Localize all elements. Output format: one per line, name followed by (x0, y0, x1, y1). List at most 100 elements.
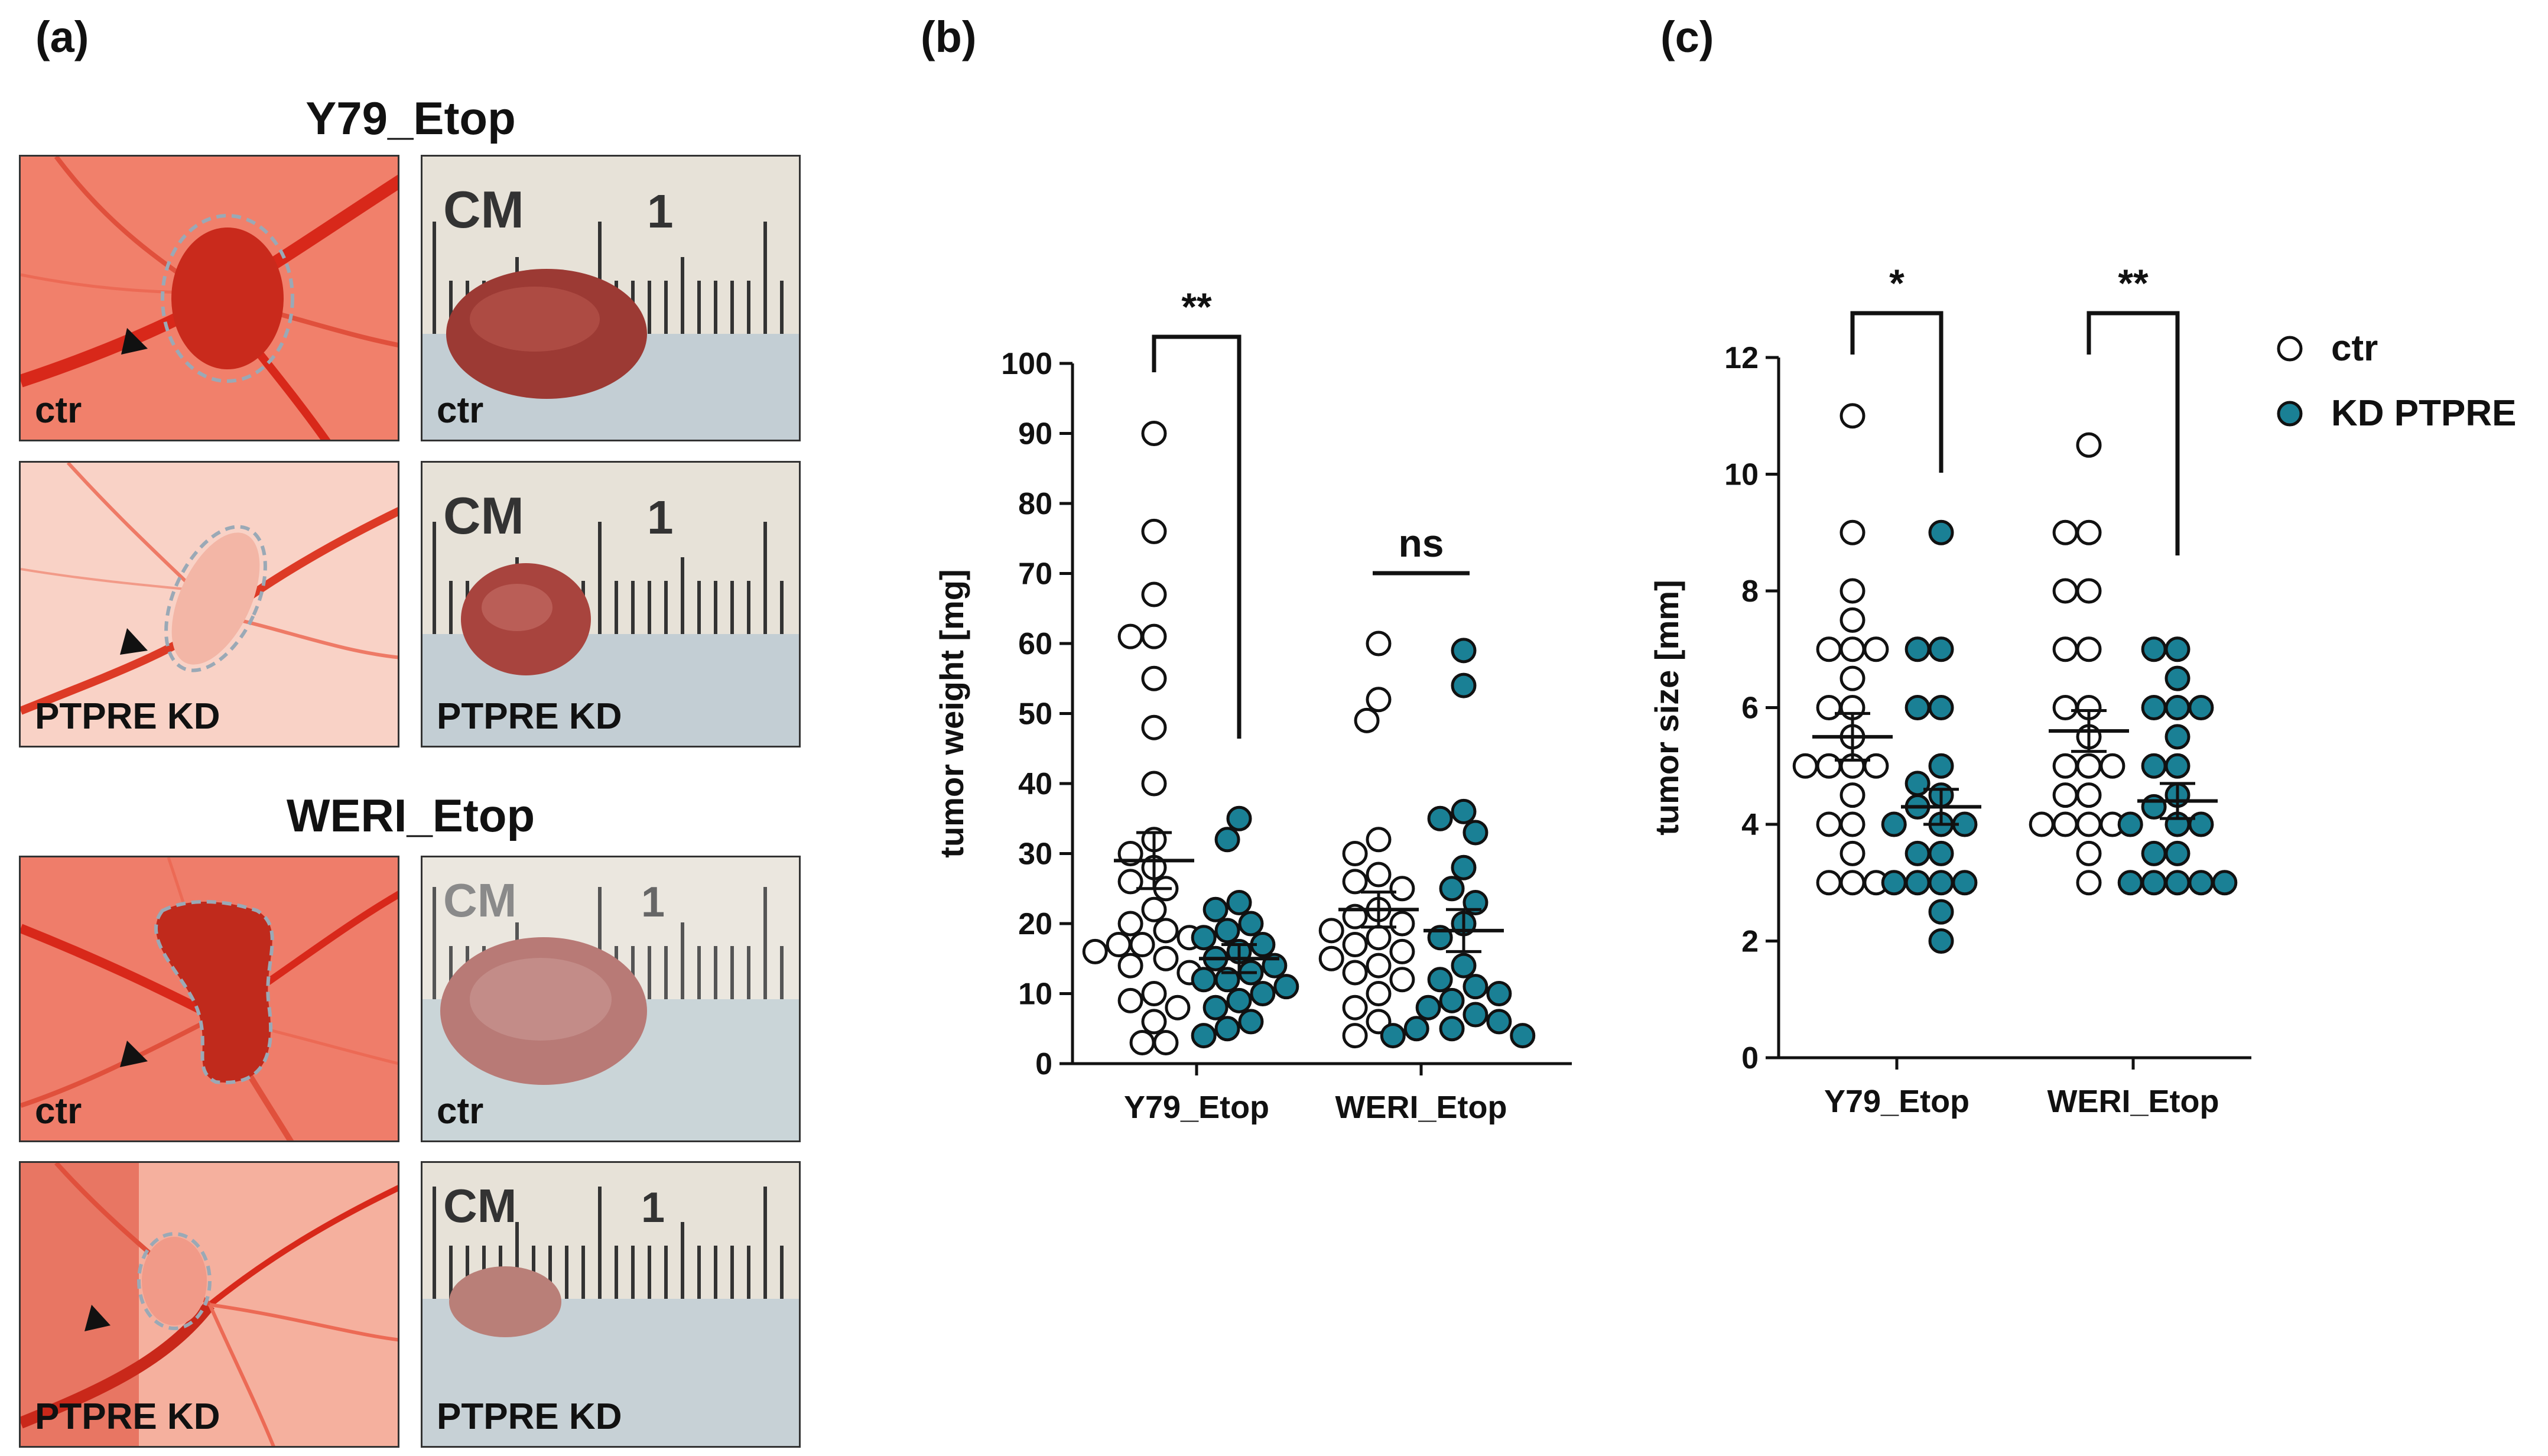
kd-data-point (2141, 794, 2167, 820)
kd-data-point (1226, 889, 1252, 915)
ruler-number-label: 1 (647, 185, 674, 238)
kd-data-point (1191, 925, 1217, 951)
significance-bracket (1152, 334, 1242, 739)
ctr-data-point (1840, 636, 1866, 662)
kd-data-point (1415, 994, 1441, 1020)
ctr-data-point (1141, 1009, 1167, 1035)
ctr-data-point (2100, 753, 2126, 779)
legend-marker (2277, 336, 2303, 362)
ctr-data-point (1342, 1023, 1368, 1049)
kd-data-point (2188, 695, 2214, 720)
y-tick-label: 10 (1724, 458, 1759, 492)
kd-data-point (1451, 798, 1477, 824)
y-axis-label: tumor size [mm] (1648, 580, 1685, 836)
cam-photo-y79-ctr: ctr (19, 155, 399, 441)
kd-data-point (2141, 695, 2167, 720)
kd-data-point (1202, 994, 1228, 1020)
ctr-data-point (1366, 827, 1392, 853)
kd-data-point (1928, 519, 1954, 545)
kd-data-point (1439, 1016, 1465, 1042)
ruler-cm-label: CM (443, 1179, 516, 1232)
ctr-data-point (1141, 518, 1167, 544)
ctr-data-point (1082, 938, 1108, 964)
kd-data-point (2141, 840, 2167, 866)
ruler-cm-label: CM (443, 874, 516, 927)
panel-b-label: (b) (921, 12, 977, 61)
ctr-data-point (1117, 987, 1143, 1013)
ctr-data-point (2076, 811, 2102, 837)
kd-data-point (1928, 636, 1954, 662)
ctr-data-point (1366, 953, 1392, 979)
kd-data-point (2141, 753, 2167, 779)
y-tick-label: 50 (1018, 697, 1052, 732)
kd-data-point (1403, 1016, 1429, 1042)
y-tick-label: 4 (1741, 808, 1759, 842)
ctr-data-point (1342, 994, 1368, 1020)
kd-data-point (1928, 840, 1954, 866)
kd-data-point (1439, 876, 1465, 902)
ctr-data-point (1354, 707, 1380, 733)
kd-data-point (1427, 967, 1453, 993)
kd-data-point (1214, 1016, 1240, 1042)
y-tick-label: 20 (1018, 907, 1052, 941)
ctr-data-point (1389, 938, 1415, 964)
ctr-data-point (1389, 876, 1415, 902)
y-tick-label: 80 (1018, 487, 1052, 521)
ctr-data-point (1117, 869, 1143, 895)
x-tick-label: WERI_Etop (2048, 1084, 2219, 1119)
ruler-image: CM 1 (422, 463, 799, 746)
ctr-data-point (2076, 519, 2102, 545)
kd-data-point (1427, 805, 1453, 831)
ctr-data-point (1141, 421, 1167, 446)
y-tick-label: 10 (1018, 977, 1052, 1012)
ctr-data-point (2052, 753, 2078, 779)
chart-tumor-weight: 0 10 20 30 40 50 60 70 80 90 100 tumor weight [mg] Y… (933, 285, 1572, 1125)
cam-vessel-image (21, 1163, 398, 1446)
cam-photo-y79-kd: PTPRE KD (19, 461, 399, 748)
y-tick-label: 90 (1018, 417, 1052, 451)
y-tick-label: 6 (1741, 691, 1759, 726)
ruler-photo-weri-ctr: CM 1 ctr (421, 856, 801, 1142)
kd-data-point (2164, 636, 2190, 662)
kd-data-point (2164, 840, 2190, 866)
kd-data-point (1191, 967, 1217, 993)
panel-c-label: (c) (1660, 12, 1714, 61)
kd-data-point (1238, 1009, 1264, 1035)
ctr-data-point (2076, 636, 2102, 662)
ctr-data-point (1863, 753, 1889, 779)
kd-data-point (1451, 953, 1477, 979)
kd-data-point (1273, 974, 1299, 1000)
kd-data-point (2188, 811, 2214, 837)
kd-data-point (1202, 896, 1228, 922)
arrowhead-icon (120, 628, 148, 655)
y-tick-label: 100 (1001, 347, 1052, 381)
kd-data-point (1881, 870, 1907, 896)
photo-tag: PTPRE KD (35, 1396, 220, 1437)
ruler-image: CM 1 (422, 157, 799, 440)
kd-data-point (2141, 636, 2167, 662)
ctr-data-point (1141, 665, 1167, 691)
ctr-data-point (1389, 911, 1415, 937)
ruler-number-label: 1 (641, 879, 665, 926)
ctr-data-point (1840, 607, 1866, 633)
ruler-number-label: 1 (641, 1184, 665, 1231)
kd-data-point (1380, 1023, 1406, 1049)
ctr-data-point (1129, 932, 1155, 958)
y-tick-label: 60 (1018, 627, 1052, 661)
photo-tag: ctr (35, 390, 82, 431)
kd-data-point (1486, 1009, 1512, 1035)
kd-data-point (1462, 974, 1488, 1000)
kd-data-point (2164, 724, 2190, 750)
y-tick-label: 0 (1741, 1041, 1759, 1075)
ctr-data-point (1153, 1029, 1179, 1055)
ctr-data-point (1141, 896, 1167, 922)
ctr-data-point (2052, 636, 2078, 662)
ctr-data-point (1816, 695, 1842, 720)
ctr-data-point (2076, 840, 2102, 866)
arrowhead-icon (121, 328, 148, 355)
ctr-data-point (1342, 841, 1368, 866)
group-title-weri: WERI_Etop (286, 789, 535, 841)
ctr-data-point (2076, 432, 2102, 458)
cam-vessel-image (21, 463, 398, 746)
ctr-data-point (2052, 578, 2078, 604)
